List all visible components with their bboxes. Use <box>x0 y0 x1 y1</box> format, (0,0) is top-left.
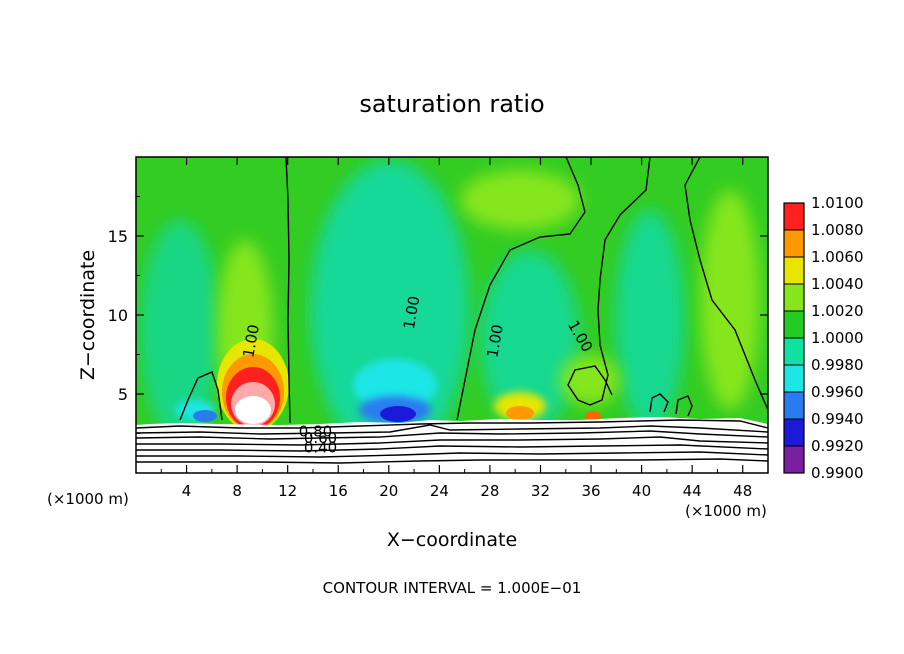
blob-orange-30 <box>506 406 534 420</box>
colorbar-label: 1.0000 <box>811 329 864 347</box>
colorbar-swatch <box>784 257 804 284</box>
colorbar-label: 1.0020 <box>811 302 864 320</box>
y-tick-label: 5 <box>118 385 128 404</box>
contour-100-f <box>649 393 669 413</box>
contour-label: 1.00 <box>239 323 263 359</box>
x-tick-label: 8 <box>232 482 242 500</box>
x-tick-label: 36 <box>581 482 600 500</box>
contour-interval-footer: CONTOUR INTERVAL = 1.000E−01 <box>323 579 582 597</box>
contour-label: 1.00 <box>483 323 507 359</box>
blob-white-bubble <box>235 396 271 424</box>
colorbar-label: 0.9940 <box>811 410 864 428</box>
contour-label: 1.00 <box>400 295 424 331</box>
colorbar-swatch <box>784 338 804 365</box>
y-tick-label: 10 <box>108 306 128 325</box>
contour-lower-5 <box>136 444 768 452</box>
colorbar-label: 1.0100 <box>811 194 864 212</box>
x-unit-left: (×1000 m) <box>47 490 129 508</box>
contour-lower-3 <box>136 430 768 440</box>
colorbar-swatch <box>784 203 804 230</box>
colorbar-label: 0.9980 <box>811 356 864 374</box>
y-axis-label: Z−coordinate <box>77 250 99 380</box>
colorbar-label: 0.9900 <box>811 464 864 482</box>
contour-label: 0.40 <box>304 438 337 456</box>
blob-teal-right-a <box>480 250 580 430</box>
x-axis: 4 8 12 16 20 24 28 32 36 40 44 48 <box>160 157 752 500</box>
colorbar-swatch <box>784 284 804 311</box>
contour-100-c <box>456 157 586 421</box>
y-axis: 5 10 15 <box>108 196 768 434</box>
colorbar-swatch <box>784 365 804 392</box>
contour-100-d <box>567 157 651 406</box>
x-tick-label: 12 <box>278 482 297 500</box>
x-tick-label: 4 <box>182 482 192 500</box>
colorbar-swatch <box>784 446 804 473</box>
x-unit-right: (×1000 m) <box>685 502 767 520</box>
x-tick-label: 44 <box>683 482 702 500</box>
blob-cyan-center <box>353 359 437 411</box>
blob-lime-b <box>460 170 580 230</box>
x-tick-label: 48 <box>733 482 752 500</box>
contour-lower-4 <box>136 436 768 446</box>
x-tick-label: 28 <box>480 482 499 500</box>
blob-darkblue-center <box>380 406 416 422</box>
x-tick-label: 32 <box>531 482 550 500</box>
contour-label: 0.80 <box>299 423 332 441</box>
contour-100-a <box>285 157 291 424</box>
colorbar-label: 1.0060 <box>811 248 864 266</box>
blob-lime-d <box>560 355 620 405</box>
contour-lines <box>136 157 768 464</box>
blob-teal-right-b <box>615 210 685 430</box>
contour-lower-6 <box>136 451 768 458</box>
contour-label: 0.60 <box>304 429 337 447</box>
blob-teal-left <box>140 220 220 440</box>
field-blobs <box>140 160 760 460</box>
colorbar-label: 1.0080 <box>811 221 864 239</box>
colorbar-label: 0.9960 <box>811 383 864 401</box>
contour-lower-2 <box>136 424 768 435</box>
x-tick-label: 16 <box>329 482 348 500</box>
colorbar: 0.9900 0.9920 0.9940 0.9960 0.9980 1.0000 1.00… <box>783 194 864 482</box>
colorbar-swatch <box>784 392 804 419</box>
contour-lower-1 <box>136 419 768 429</box>
colorbar-label: 0.9920 <box>811 437 864 455</box>
blob-lime-c <box>700 190 760 410</box>
colorbar-swatch <box>784 311 804 338</box>
colorbar-swatch <box>784 230 804 257</box>
x-tick-label: 24 <box>430 482 449 500</box>
x-tick-label: 20 <box>379 482 398 500</box>
x-tick-label: 40 <box>632 482 651 500</box>
contour-lower-7 <box>136 458 768 464</box>
lower-white-region <box>136 417 768 473</box>
colorbar-swatch <box>784 419 804 446</box>
plot-area: 1.001.001.00 1.000.800.600.40 <box>136 157 768 473</box>
blob-blue-left <box>193 410 217 422</box>
contour-100-b <box>179 371 223 421</box>
contour-100-e <box>684 157 768 411</box>
y-tick-label: 15 <box>108 227 128 246</box>
chart-title: saturation ratio <box>359 90 544 118</box>
colorbar-label: 1.0040 <box>811 275 864 293</box>
x-axis-label: X−coordinate <box>387 529 517 551</box>
blob-orange-36 <box>585 411 601 421</box>
contour-100-g <box>675 395 693 417</box>
